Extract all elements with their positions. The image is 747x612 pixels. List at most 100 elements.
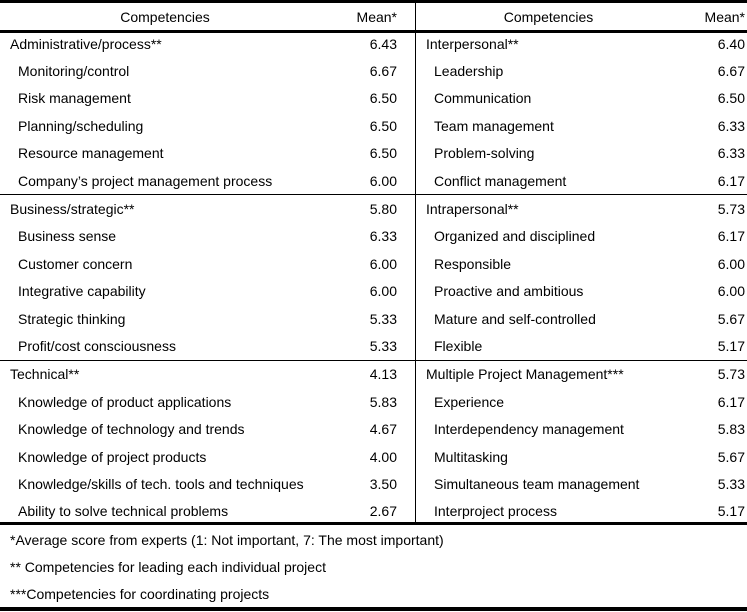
table-row: Knowledge/skills of tech. tools and tech… bbox=[0, 470, 747, 498]
mean-value: 4.67 bbox=[330, 415, 416, 443]
competency-name: Team management bbox=[434, 117, 554, 134]
mean-value: 5.67 bbox=[717, 448, 745, 465]
competency-name: Knowledge/skills of tech. tools and tech… bbox=[18, 475, 304, 492]
header-competencies-right: Competencies bbox=[503, 8, 594, 25]
mean-value: 5.33 bbox=[717, 475, 745, 492]
mean-value: 6.33 bbox=[717, 145, 745, 162]
footnote-coordinating: ***Competencies for coordinating project… bbox=[10, 586, 270, 602]
group-mean-value: 5.73 bbox=[681, 359, 747, 389]
competency-name: Responsible bbox=[434, 255, 512, 272]
table-row: Customer concern 6.00 Responsible 6.00 bbox=[0, 250, 747, 278]
footnote-individual: ** Competencies for leading each individ… bbox=[10, 559, 326, 575]
footnote-mean: *Average score from experts (1: Not impo… bbox=[10, 532, 444, 548]
competency-name: Knowledge of project products bbox=[18, 448, 207, 465]
competency-name: Company’s project management process bbox=[18, 172, 273, 189]
table-row: Strategic thinking 5.33 Mature and self-co… bbox=[0, 304, 747, 333]
mean-value: 6.50 bbox=[330, 112, 416, 140]
mean-value: 4.00 bbox=[330, 442, 416, 471]
mean-value: 6.17 bbox=[717, 228, 745, 245]
mean-value: 5.17 bbox=[717, 503, 745, 520]
competency-name: Interdependency management bbox=[434, 421, 624, 438]
table-row: Knowledge of product applications 5.83 Exp… bbox=[0, 388, 747, 416]
bottom-rule bbox=[0, 607, 747, 611]
competency-name: Business sense bbox=[18, 228, 117, 245]
mean-value: 5.33 bbox=[330, 304, 416, 333]
competency-name: Integrative capability bbox=[18, 283, 146, 300]
table-row: Planning/scheduling 6.50 Team management 6.… bbox=[0, 112, 747, 140]
mean-value: 6.17 bbox=[717, 393, 745, 410]
group-competency-name: Intrapersonal** bbox=[415, 194, 681, 223]
mean-value: 6.50 bbox=[717, 90, 745, 107]
competencies-table: Competencies Mean* Competencies Mean* Ad… bbox=[0, 3, 747, 526]
competency-name: Customer concern bbox=[18, 255, 133, 272]
competency-name: Proactive and ambitious bbox=[434, 283, 584, 300]
mean-value: 2.67 bbox=[330, 497, 416, 526]
mean-value: 5.67 bbox=[717, 310, 745, 327]
competency-name: Resource management bbox=[18, 145, 164, 162]
table-row: Ability to solve technical problems 2.67 I… bbox=[0, 497, 747, 526]
mean-value: 6.67 bbox=[330, 57, 416, 85]
mean-value: 5.83 bbox=[717, 421, 745, 438]
footnotes: *Average score from experts (1: Not impo… bbox=[10, 527, 444, 608]
mean-value: 5.17 bbox=[717, 337, 745, 354]
mean-value: 6.50 bbox=[330, 84, 416, 113]
group-mean-value: 5.73 bbox=[681, 194, 747, 223]
table-row: Company’s project management process 6.00… bbox=[0, 166, 747, 195]
group-row: Administrative/process** 6.43 Interpersona… bbox=[0, 30, 747, 58]
competency-name: Planning/scheduling bbox=[18, 117, 144, 134]
table-row: Monitoring/control 6.67 Leadership 6.67 bbox=[0, 57, 747, 85]
competency-name: Leadership bbox=[434, 63, 504, 80]
mean-value: 5.33 bbox=[330, 332, 416, 361]
group-mean-value: 4.13 bbox=[330, 359, 416, 389]
competency-name: Monitoring/control bbox=[18, 63, 130, 80]
group-competency-name: Business/strategic** bbox=[0, 194, 330, 223]
group-mean-value: 6.43 bbox=[330, 30, 416, 58]
table-row: Risk management 6.50 Communication 6.50 bbox=[0, 84, 747, 113]
group-row: Technical** 4.13 Multiple Project Manageme… bbox=[0, 359, 747, 389]
table-row: Knowledge of project products 4.00 Multita… bbox=[0, 442, 747, 471]
mean-value: 3.50 bbox=[330, 470, 416, 498]
header-mean-left: Mean* bbox=[330, 3, 416, 30]
group-competency-name: Administrative/process** bbox=[10, 35, 162, 52]
competency-name: Risk management bbox=[18, 90, 131, 107]
competency-name: Conflict management bbox=[434, 172, 567, 189]
competency-name: Experience bbox=[434, 393, 505, 410]
competency-name: Ability to solve technical problems bbox=[18, 503, 229, 520]
competency-name: Knowledge of product applications bbox=[18, 393, 232, 410]
mean-value: 6.17 bbox=[717, 172, 745, 189]
table-row: Resource management 6.50 Problem-solving 6.… bbox=[0, 139, 747, 167]
competency-name: Problem-solving bbox=[434, 145, 535, 162]
group-competency-name: Technical** bbox=[0, 359, 330, 389]
mean-value: 6.00 bbox=[330, 250, 416, 278]
header-mean-right: Mean* bbox=[704, 8, 745, 25]
competency-name: Knowledge of technology and trends bbox=[18, 421, 245, 438]
mean-value: 6.00 bbox=[717, 283, 745, 300]
header-competencies-left: Competencies bbox=[120, 8, 210, 25]
competency-name: Flexible bbox=[434, 337, 483, 354]
table-row: Integrative capability 6.00 Proactive and … bbox=[0, 277, 747, 305]
competency-name: Strategic thinking bbox=[18, 310, 126, 327]
mean-value: 6.00 bbox=[330, 166, 416, 195]
group-row: Business/strategic** 5.80 Intrapersonal** 5… bbox=[0, 194, 747, 223]
group-mean-value: 6.40 bbox=[717, 35, 745, 52]
table-row: Profit/cost consciousness 5.33 Flexible 5.1… bbox=[0, 332, 747, 361]
competency-name: Organized and disciplined bbox=[434, 228, 596, 245]
mean-value: 5.83 bbox=[330, 388, 416, 416]
competency-name: Mature and self-controlled bbox=[434, 310, 596, 327]
mean-value: 6.50 bbox=[330, 139, 416, 167]
competency-name: Interproject process bbox=[434, 503, 557, 520]
competency-name: Simultaneous team management bbox=[434, 475, 640, 492]
mean-value: 6.00 bbox=[330, 277, 416, 305]
competency-name: Communication bbox=[434, 90, 532, 107]
competency-name: Multitasking bbox=[434, 448, 508, 465]
competency-name: Profit/cost consciousness bbox=[18, 337, 176, 354]
group-competency-name: Interpersonal** bbox=[426, 35, 519, 52]
mean-value: 6.33 bbox=[717, 117, 745, 134]
header-row: Competencies Mean* Competencies Mean* bbox=[0, 3, 747, 30]
mean-value: 6.33 bbox=[330, 222, 416, 251]
top-rule bbox=[0, 0, 747, 3]
group-competency-name: Multiple Project Management*** bbox=[415, 359, 681, 389]
group-mean-value: 5.80 bbox=[330, 194, 416, 223]
table-row: Business sense 6.33 Organized and discipli… bbox=[0, 222, 747, 251]
mean-value: 6.67 bbox=[717, 63, 745, 80]
